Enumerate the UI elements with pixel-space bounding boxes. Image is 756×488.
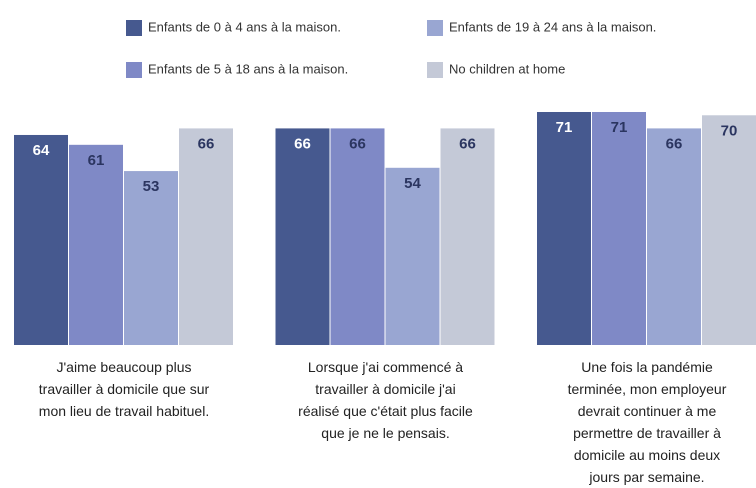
data-label: 66 bbox=[666, 135, 683, 152]
bar bbox=[702, 115, 756, 345]
data-label: 71 bbox=[611, 119, 628, 136]
data-label: 71 bbox=[556, 119, 573, 136]
bar bbox=[275, 128, 330, 345]
bar bbox=[179, 128, 233, 345]
legend-swatch bbox=[427, 62, 443, 78]
bar bbox=[69, 144, 123, 345]
data-label: 54 bbox=[404, 175, 421, 192]
bar bbox=[330, 128, 385, 345]
legend-swatch bbox=[427, 20, 443, 36]
data-label: 61 bbox=[88, 152, 105, 169]
bar bbox=[14, 134, 68, 345]
legend-label: Enfants de 19 à 24 ans à la maison. bbox=[449, 19, 656, 34]
data-label: 66 bbox=[349, 135, 366, 152]
category-label: Lorsque j'ai commencé à travailler à dom… bbox=[298, 359, 473, 441]
data-label: 53 bbox=[143, 178, 160, 195]
legend-label: No children at home bbox=[449, 61, 565, 76]
bar bbox=[592, 112, 646, 345]
data-label: 66 bbox=[294, 135, 311, 152]
category-label: J'aime beaucoup plus travailler à domici… bbox=[38, 359, 210, 419]
legend-label: Enfants de 5 à 18 ans à la maison. bbox=[148, 61, 348, 76]
data-label: 66 bbox=[198, 135, 215, 152]
bar bbox=[385, 167, 440, 345]
bar bbox=[647, 128, 701, 345]
legend-label: Enfants de 0 à 4 ans à la maison. bbox=[148, 19, 341, 34]
data-label: 64 bbox=[33, 142, 50, 159]
legend-swatch bbox=[126, 20, 142, 36]
bar bbox=[537, 112, 591, 345]
legend-swatch bbox=[126, 62, 142, 78]
bar bbox=[124, 171, 178, 345]
data-label: 70 bbox=[721, 122, 738, 139]
data-label: 66 bbox=[459, 135, 476, 152]
bar bbox=[440, 128, 495, 345]
category-label: Une fois la pandémie terminée, mon emplo… bbox=[567, 359, 727, 485]
